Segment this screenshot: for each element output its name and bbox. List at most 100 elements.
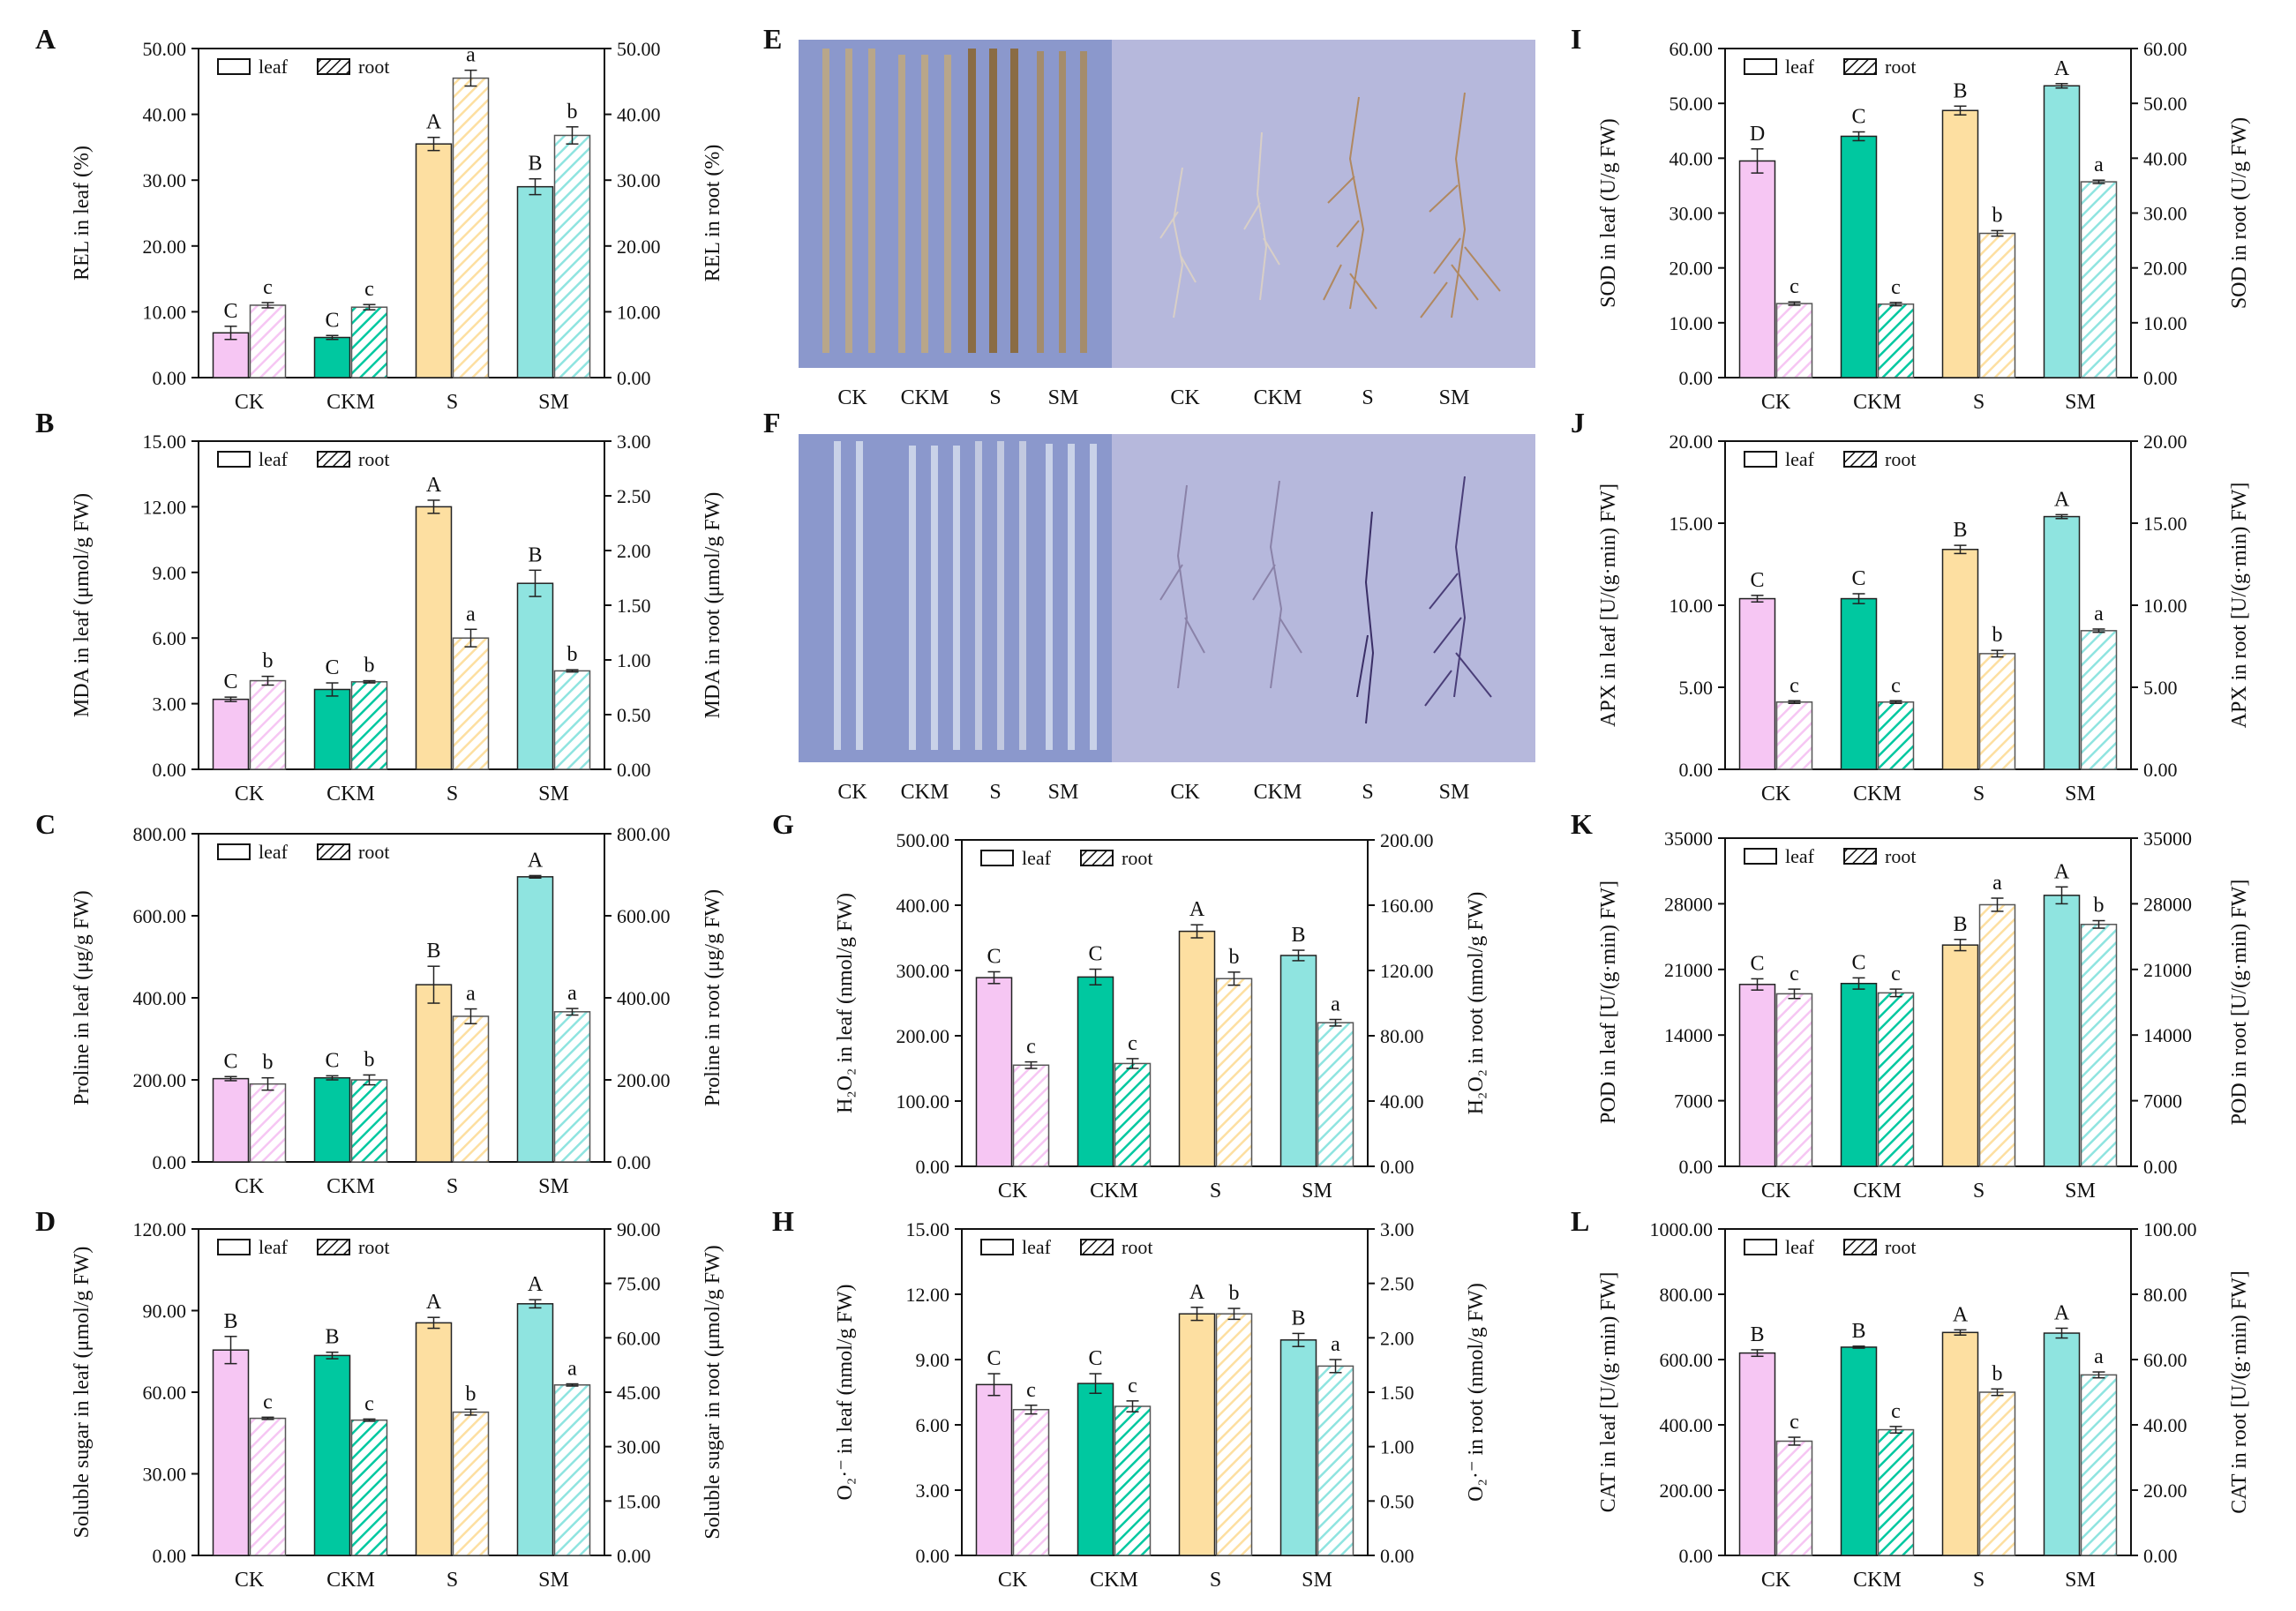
bar-root-S [1978,653,2016,770]
photo-F-leaf-label: S [989,781,1001,804]
root-sample [1243,131,1280,301]
y-right-tick-label: 75.00 [617,1273,661,1295]
y-left-tick-label: 30.00 [1669,203,1714,225]
root-sample [1323,96,1377,310]
significance-letter: c [364,278,374,301]
bar-root-CKM [350,1419,388,1556]
leaf-strip [868,49,875,353]
bar-leaf-S [1941,944,1979,1167]
y-right-axis-label: H₂O₂ in root (nmol/g FW) [1465,892,1488,1115]
y-left-tick-label: 400.00 [133,987,187,1009]
bar-root-CKM [1877,1428,1915,1556]
legend-root-swatch [317,58,350,75]
significance-letter: B [1953,913,1967,936]
x-tick-label: CKM [1090,1569,1138,1592]
y-left-tick-label: 20.00 [1669,258,1714,280]
significance-letter: B [1851,1320,1865,1343]
x-tick-label: CK [235,1569,265,1592]
significance-letter: B [1953,519,1967,542]
panel-letter-L: L [1571,1205,1589,1237]
plot-frame [1724,837,2132,1167]
bar-root-S [452,77,490,378]
photo-E-leaves [822,49,1087,353]
y-right-axis-label: Soluble sugar in root (μmol/g FW) [702,1245,724,1540]
bar-leaf-CK [212,1349,250,1556]
y-right-tick-label: 1.50 [1380,1382,1414,1404]
leaf-strip [909,446,916,750]
photo-E-root-background [1112,40,1535,368]
significance-letter: b [567,643,578,666]
y-left-tick-label: 0.00 [916,1545,950,1567]
y-left-axis-label: MDA in leaf (μmol/g FW) [71,493,94,717]
y-left-tick-label: 300.00 [897,960,950,982]
x-tick-label: S [1973,1180,1985,1203]
leaf-strip [1059,51,1066,353]
legend-leaf-label: leaf [1022,1236,1052,1258]
bar-root-CK [1012,1064,1050,1167]
legend-root-label: root [1885,56,1916,78]
x-tick-label: CK [1761,391,1791,414]
x-tick-label: SM [538,783,569,806]
bar-root-CK [249,304,287,378]
bar-leaf-S [1941,1331,1979,1556]
bar-root-SM [2080,181,2118,378]
bar-leaf-SM [1279,955,1317,1167]
y-right-tick-label: 0.00 [2143,1156,2178,1178]
significance-letter: B [1953,79,1967,102]
y-right-tick-label: 60.00 [2143,38,2187,60]
y-left-tick-label: 5.00 [1679,677,1714,699]
significance-letter: b [2094,895,2105,918]
y-right-tick-label: 90.00 [617,1218,661,1240]
legend-leaf-label: leaf [1785,56,1815,78]
root-sample [1159,167,1197,318]
significance-letter: C [987,1347,1001,1370]
legend-leaf-swatch [1744,1239,1777,1255]
panel-letter-E: E [763,23,782,55]
y-left-tick-label: 0.00 [1679,759,1714,781]
y-left-tick-label: 120.00 [133,1218,187,1240]
x-tick-label: S [446,1175,458,1198]
y-right-tick-label: 0.00 [617,1545,651,1567]
panel-letter-I: I [1571,23,1581,55]
charts-layer: 0.00 10.00 20.00 30.00 40.00 50.00 0.00 10.00 20… [71,38,2251,1592]
leaf-strip [975,441,982,750]
y-left-tick-label: 200.00 [133,1069,187,1091]
significance-letter: b [263,650,274,673]
significance-letter: a [1992,872,2002,895]
bar-root-SM [553,1384,591,1556]
y-right-axis-label: Proline in root (μg/g FW) [702,889,724,1106]
y-left-axis-label: Proline in leaf (μg/g FW) [71,890,94,1105]
significance-letter: A [426,1291,442,1314]
legend-root-swatch [317,843,350,860]
leaf-strip [921,55,928,353]
y-left-tick-label: 200.00 [1660,1480,1714,1502]
photo-E-root-label: CKM [1254,386,1302,409]
bar-leaf-CK [975,977,1013,1167]
bar-root-SM [553,1011,591,1163]
y-right-tick-label: 30.00 [617,1436,661,1458]
y-right-axis-label: SOD in root (U/g FW) [2228,117,2251,309]
bar-leaf-S [415,984,453,1163]
significance-letter: C [223,671,237,693]
leaf-strip [1037,51,1044,353]
legend-leaf-swatch [1744,848,1777,865]
y-left-tick-label: 20.00 [1669,431,1714,453]
leaf-strip [968,49,976,353]
y-right-tick-label: 120.00 [1380,960,1434,982]
legend-leaf-label: leaf [259,56,289,78]
significance-letter: a [466,983,476,1006]
y-left-tick-label: 21000 [1664,959,1713,981]
y-right-axis-label: O₂·⁻ in root (nmol/g FW) [1465,1283,1488,1502]
significance-letter: A [1953,1303,1969,1326]
bar-leaf-CK [212,698,250,770]
y-left-tick-label: 1000.00 [1650,1218,1714,1240]
bar-root-SM [2080,924,2118,1167]
photo-F-leaves [834,441,1097,750]
y-left-tick-label: 3.00 [153,693,187,716]
bar-root-SM [1317,1022,1354,1167]
y-left-tick-label: 40.00 [143,104,187,126]
significance-letter: c [1790,963,1799,985]
y-left-tick-label: 800.00 [133,823,187,845]
x-tick-label: SM [538,1569,569,1592]
y-left-tick-label: 50.00 [143,38,187,60]
